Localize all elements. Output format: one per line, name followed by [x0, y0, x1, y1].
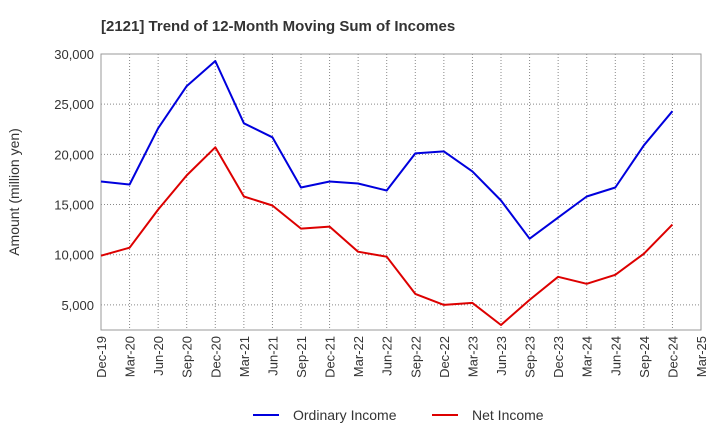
x-tick-label: Jun-22 [380, 336, 395, 376]
y-tick-label: 15,000 [54, 198, 94, 213]
x-tick-label: Dec-19 [94, 336, 109, 378]
y-tick-label: 5,000 [61, 298, 94, 313]
x-tick-label: Sep-24 [637, 336, 652, 378]
net-income-line [100, 146, 674, 326]
x-tick-label: Mar-22 [351, 336, 366, 377]
x-tick-label: Jun-21 [265, 336, 280, 376]
ordinary-income-line [100, 60, 674, 240]
y-tick-label: 30,000 [54, 47, 94, 62]
x-tick-label: Dec-23 [551, 336, 566, 378]
x-axis-ticks: Dec-19 Mar-20 Jun-20 Sep-20 Dec-20 Mar-21 Jun-… [94, 336, 709, 378]
x-tick-label: Mar-25 [694, 336, 709, 377]
x-tick-label: Dec-24 [665, 336, 680, 378]
x-tick-label: Mar-23 [465, 336, 480, 377]
legend: Ordinary Income Net Income [253, 407, 544, 423]
y-tick-label: 20,000 [54, 147, 94, 162]
y-axis-label: Amount (million yen) [6, 128, 22, 256]
x-tick-label: Mar-21 [237, 336, 252, 377]
x-tick-label: Sep-20 [180, 336, 195, 378]
x-tick-label: Jun-23 [494, 336, 509, 376]
x-tick-label: Mar-24 [580, 336, 595, 377]
x-tick-label: Dec-21 [323, 336, 338, 378]
ordinary-income-legend-label: Ordinary Income [293, 407, 397, 423]
chart-title: [2121] Trend of 12-Month Moving Sum of I… [101, 18, 455, 35]
x-tick-label: Sep-21 [294, 336, 309, 378]
x-tick-label: Dec-22 [437, 336, 452, 378]
x-tick-label: Mar-20 [123, 336, 138, 377]
grid-lines [101, 53, 701, 330]
plot-area [100, 53, 702, 331]
x-tick-label: Jun-24 [608, 336, 623, 376]
series-lines [100, 60, 674, 326]
y-tick-label: 10,000 [54, 248, 94, 263]
x-tick-label: Dec-20 [208, 336, 223, 378]
x-tick-label: Sep-23 [523, 336, 538, 378]
y-tick-label: 25,000 [54, 97, 94, 112]
y-axis-ticks: 5,000 10,000 15,000 20,000 25,000 30,000 [54, 47, 94, 313]
x-tick-label: Sep-22 [408, 336, 423, 378]
net-income-legend-label: Net Income [472, 407, 544, 423]
x-tick-label: Jun-20 [151, 336, 166, 376]
